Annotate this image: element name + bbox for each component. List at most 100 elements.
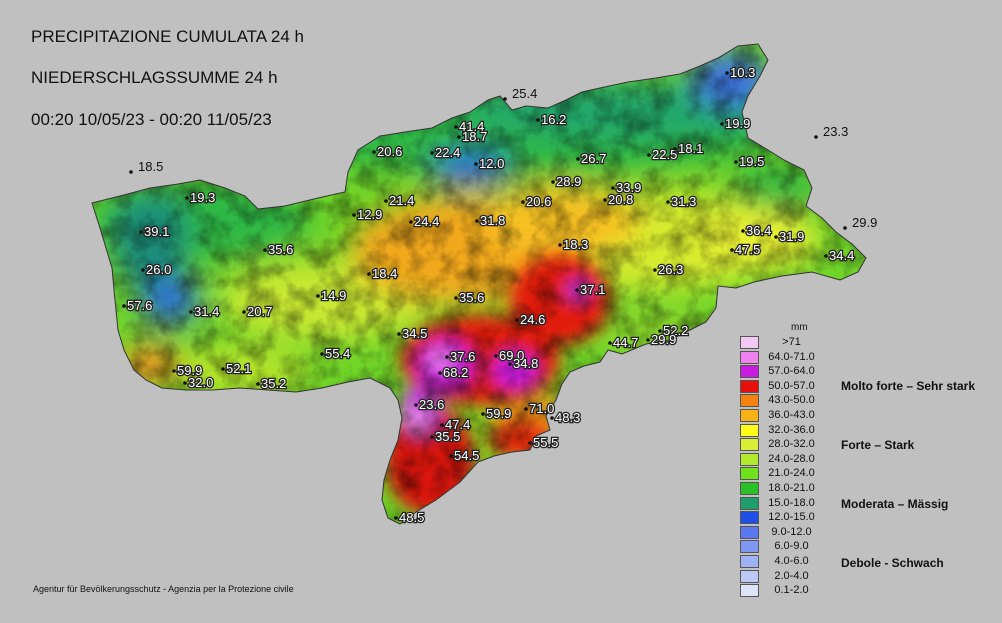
outside-station-marker: 18.5 — [129, 159, 163, 174]
legend-swatch — [740, 409, 759, 422]
station-value: 57.6 — [127, 298, 152, 313]
station-dot — [536, 118, 540, 122]
station-value: 31.4 — [194, 304, 219, 319]
station-value: 37.1 — [580, 282, 605, 297]
category-moderate: Moderata – Mässig — [841, 497, 949, 511]
station-dot — [129, 170, 133, 174]
station-value: 34.8 — [513, 356, 538, 371]
station-marker: 69.0 — [494, 347, 526, 364]
station-dot — [414, 403, 418, 407]
station-dot — [720, 122, 724, 126]
station-dot — [352, 213, 356, 217]
outside-station-marker: 23.3 — [814, 124, 848, 139]
station-dot — [725, 71, 729, 75]
station-dot — [603, 198, 607, 202]
station-dot — [384, 199, 388, 203]
station-value: 34.5 — [402, 326, 427, 341]
station-marker: 18.4 — [367, 265, 399, 282]
station-value: 22.4 — [435, 145, 460, 160]
station-marker: 52.1 — [221, 360, 253, 377]
station-dot — [172, 369, 176, 373]
station-dot — [734, 160, 738, 164]
station-marker: 16.2 — [536, 111, 568, 128]
station-marker: 35.2 — [256, 375, 288, 392]
station-dot — [611, 186, 615, 190]
legend-range-label: 4.0-6.0 — [774, 555, 809, 567]
station-dot — [494, 354, 498, 358]
station-value: 18.3 — [563, 237, 588, 252]
station-value: 29.9 — [852, 215, 877, 230]
station-dot — [524, 407, 528, 411]
category-heavy: Forte – Stark — [841, 438, 915, 452]
station-value: 19.9 — [725, 116, 750, 131]
station-dot — [221, 367, 225, 371]
map-title-it: PRECIPITAZIONE CUMULATA 24 h — [31, 27, 305, 46]
station-marker: 21.4 — [384, 192, 416, 209]
station-dot — [438, 371, 442, 375]
station-dot — [730, 248, 734, 252]
station-dot — [843, 226, 847, 230]
map-time-range: 00:20 10/05/23 - 00:20 11/05/23 — [31, 110, 272, 129]
station-marker: 37.1 — [575, 281, 607, 298]
station-dot — [515, 318, 519, 322]
station-value: 39.1 — [144, 224, 169, 239]
station-dot — [673, 147, 677, 151]
station-dot — [430, 435, 434, 439]
station-value: 26.7 — [581, 151, 606, 166]
station-dot — [320, 352, 324, 356]
station-marker: 18.1 — [673, 140, 705, 157]
station-dot — [575, 288, 579, 292]
legend-swatch — [740, 379, 759, 393]
station-marker: 34.8 — [508, 355, 540, 372]
station-dot — [122, 304, 126, 308]
legend-range-label: 64.0-71.0 — [768, 350, 815, 363]
station-marker: 32.0 — [183, 374, 215, 391]
station-marker: 12.0 — [474, 155, 506, 172]
station-value: 12.0 — [479, 156, 504, 171]
legend-swatch — [740, 540, 759, 554]
station-dot — [558, 243, 562, 247]
station-value: 25.4 — [512, 86, 537, 101]
station-value: 44.7 — [613, 335, 638, 350]
station-dot — [445, 355, 449, 359]
station-marker: 55.4 — [320, 345, 352, 362]
station-dot — [653, 268, 657, 272]
station-dot — [367, 272, 371, 276]
station-dot — [551, 180, 555, 184]
station-value: 20.6 — [526, 194, 551, 209]
station-dot — [430, 151, 434, 155]
station-marker: 48.3 — [550, 409, 582, 426]
station-dot — [576, 157, 580, 161]
station-value: 34.4 — [829, 248, 854, 263]
station-marker: 34.4 — [824, 247, 856, 264]
station-value: 31.3 — [671, 194, 696, 209]
station-marker: 20.8 — [603, 191, 635, 208]
category-light: Debole - Schwach — [841, 556, 944, 570]
station-dot — [263, 248, 267, 252]
legend-range-label: 15.0-18.0 — [768, 496, 815, 509]
station-marker: 29.9 — [646, 331, 678, 348]
station-marker: 18.3 — [558, 236, 590, 253]
station-dot — [316, 294, 320, 298]
station-value: 10.3 — [730, 65, 755, 80]
legend-range-label: 32.0-36.0 — [768, 423, 815, 436]
station-marker: 28.9 — [551, 173, 583, 190]
legend-swatch — [740, 452, 759, 466]
station-value: 59.9 — [486, 406, 511, 421]
station-dot — [774, 235, 778, 239]
legend-range-label: >71 — [782, 336, 801, 348]
station-value: 22.5 — [652, 147, 677, 162]
station-marker: 41.4 — [454, 118, 486, 135]
station-dot — [481, 412, 485, 416]
legend-swatch — [740, 482, 759, 495]
station-marker: 22.4 — [430, 144, 462, 161]
station-value: 26.3 — [658, 262, 683, 277]
station-value: 19.3 — [190, 190, 215, 205]
station-dot — [449, 454, 453, 458]
station-value: 41.4 — [459, 119, 484, 134]
outside-station-marker: 29.9 — [843, 215, 877, 230]
station-dot — [608, 341, 612, 345]
station-dot — [454, 125, 458, 129]
station-marker: 23.6 — [414, 396, 446, 413]
